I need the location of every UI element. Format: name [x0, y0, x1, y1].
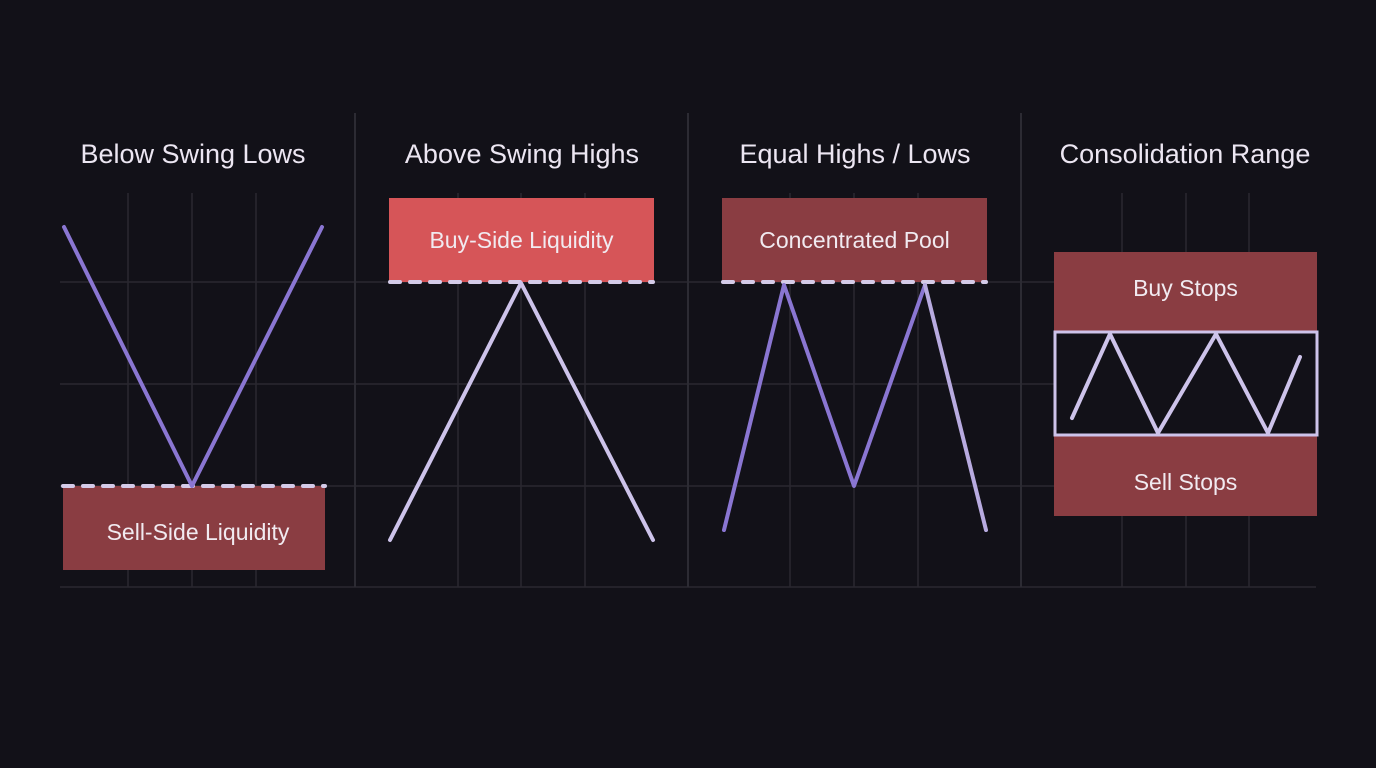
concentrated-pool-zone [722, 198, 987, 282]
buy-stops-label: Buy Stops [1133, 274, 1238, 301]
sell-side-liquidity-label: Sell-Side Liquidity [106, 518, 290, 545]
sell-stops-label: Sell Stops [1133, 468, 1238, 495]
price-path-range [1070, 332, 1302, 435]
buy-side-liquidity-zone [389, 198, 654, 282]
price-path-v [62, 225, 324, 488]
concentrated-pool-label: Concentrated Pool [759, 226, 950, 253]
price-path-m [722, 283, 927, 532]
panel-title-equal-highs-lows: Equal Highs / Lows [739, 139, 971, 169]
panel-dividers [354, 113, 1022, 587]
panel-title-consolidation-range: Consolidation Range [1059, 139, 1311, 169]
sell-side-liquidity-zone [63, 486, 325, 570]
sell-stops-zone [1054, 436, 1317, 516]
price-path-inverted-v [388, 281, 655, 542]
panel-title-below-swing-lows: Below Swing Lows [80, 139, 306, 169]
buy-stops-zone [1054, 252, 1317, 331]
buy-side-liquidity-label: Buy-Side Liquidity [429, 226, 614, 253]
panel-title-above-swing-highs: Above Swing Highs [404, 139, 640, 169]
